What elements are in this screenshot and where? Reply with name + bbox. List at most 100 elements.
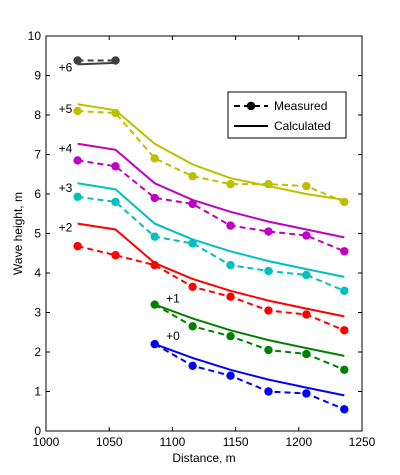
series-plus-0: +0 [150, 329, 349, 414]
legend-entry-measured: Measured [234, 99, 327, 113]
measured-point [302, 310, 311, 319]
measured-point [188, 239, 197, 248]
series-plus-4: +4 [59, 142, 349, 256]
legend-box [227, 91, 347, 139]
x-tick-label: 1200 [285, 435, 312, 449]
measured-point [73, 192, 82, 201]
measured-point [111, 162, 120, 171]
series-offset-label: +4 [59, 142, 73, 156]
series-offset-label: +5 [59, 102, 73, 116]
measured-point [302, 389, 311, 398]
series-offset-label: +6 [59, 61, 73, 75]
calculated-line [77, 182, 345, 278]
measured-line [77, 245, 345, 332]
series-plus-3: +3 [59, 181, 349, 295]
measured-point [302, 231, 311, 240]
measured-point [111, 108, 120, 118]
measured-point [340, 197, 349, 207]
measured-point [150, 339, 159, 349]
measured-point [111, 251, 120, 260]
measured-point [150, 300, 159, 309]
measured-line [77, 159, 345, 253]
measured-point [264, 345, 273, 355]
measured-point [340, 326, 349, 335]
y-tick-label: 7 [34, 148, 41, 162]
measured-point [264, 266, 273, 276]
y-axis-label: Wave height, m [11, 192, 25, 275]
measured-point [150, 193, 159, 203]
series-plus-2: +2 [59, 221, 349, 335]
measured-line [154, 303, 345, 371]
measured-point [226, 371, 235, 380]
measured-point [111, 197, 120, 207]
measured-point [188, 282, 197, 292]
calculated-line [77, 103, 345, 201]
measured-point [302, 181, 311, 191]
measured-point [188, 172, 197, 181]
x-axis-label: Distance, m [172, 451, 235, 465]
measured-point [150, 154, 159, 163]
measured-point [226, 179, 235, 189]
y-tick-label: 0 [34, 424, 41, 438]
y-tick-label: 3 [34, 306, 41, 320]
series-plus-6: +6 [59, 56, 120, 75]
calculated-line [154, 343, 345, 397]
series-offset-label: +0 [166, 329, 180, 343]
measured-point [302, 270, 311, 280]
series-offset-label: +3 [59, 181, 73, 195]
measured-point [340, 405, 349, 414]
series-plus-5: +5 [59, 102, 349, 207]
legend-measured-marker [246, 101, 256, 111]
x-tick-label: 1000 [33, 435, 60, 449]
series-offset-label: +2 [59, 221, 73, 235]
measured-point [264, 387, 273, 396]
y-tick-label: 5 [34, 227, 41, 241]
measured-point [73, 156, 82, 165]
series-offset-label: +1 [166, 292, 180, 306]
y-tick-label: 2 [34, 345, 41, 359]
measured-point [226, 221, 235, 230]
x-tick-label: 1150 [223, 435, 249, 449]
measured-point [188, 199, 197, 209]
y-tick-label: 1 [34, 385, 41, 399]
measured-line [154, 343, 345, 411]
x-tick-label: 1050 [96, 435, 123, 449]
calculated-line [154, 303, 345, 357]
measured-point [188, 322, 197, 331]
x-tick-label: 1250 [349, 435, 376, 449]
calculated-line [77, 222, 345, 318]
measured-point [340, 247, 349, 256]
measured-point [226, 260, 235, 270]
y-tick-label: 10 [28, 29, 42, 43]
measured-line [77, 195, 345, 292]
measured-point [73, 106, 82, 116]
x-tick-label: 1100 [159, 435, 185, 449]
measured-point [264, 306, 273, 315]
measured-point [226, 292, 235, 301]
series-plus-1: +1 [150, 292, 349, 374]
measured-point [150, 260, 159, 270]
legend-label: Calculated [274, 119, 331, 133]
measured-point [340, 365, 349, 374]
calculated-line [77, 142, 345, 239]
measured-point [73, 56, 82, 65]
measured-point [264, 227, 273, 236]
y-tick-label: 8 [34, 108, 41, 122]
legend-label: Measured [274, 99, 327, 113]
legend-entry-calculated: Calculated [234, 119, 331, 133]
calculated-line [77, 61, 116, 66]
y-tick-label: 6 [34, 187, 41, 201]
measured-point [302, 349, 311, 359]
measured-point [264, 179, 273, 189]
measured-point [226, 332, 235, 341]
measured-point [150, 232, 159, 241]
measured-point [73, 241, 82, 251]
measured-point [188, 361, 197, 371]
legend-layer: Measured Calculated [227, 91, 347, 139]
y-tick-label: 9 [34, 69, 41, 83]
axes-layer: 1000 1050 1100 1150 1200 1250 0 1 2 3 4 5 6 7 8 9 10 Dist… [11, 29, 376, 465]
measured-point [340, 286, 349, 295]
y-tick-label: 4 [34, 266, 41, 280]
